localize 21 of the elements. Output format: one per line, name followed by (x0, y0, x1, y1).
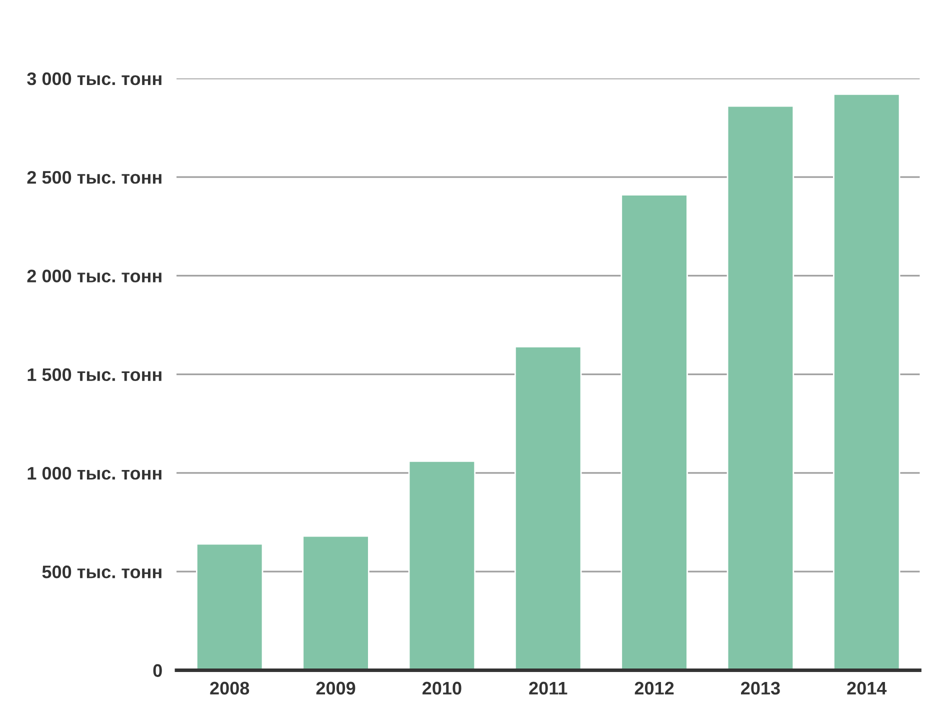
x-tick-label: 2013 (741, 682, 780, 695)
y-tick-label: 1 500 тыс. тонн (28, 368, 162, 382)
y-tick-label: 2 000 тыс. тонн (27, 270, 162, 282)
y-tick-label: 2 500 тыс. тонн (27, 170, 162, 184)
y-tick-label: 500 тыс. тонн (42, 566, 162, 578)
x-tick-label: 2009 (316, 682, 356, 695)
y-tick-label: 3 000 тыс. тонн (27, 72, 162, 86)
bar (408, 460, 476, 670)
bar (196, 543, 264, 670)
x-tick-label: 2011 (529, 682, 568, 695)
bar (514, 346, 582, 670)
x-tick-label: 2010 (422, 682, 462, 695)
bar (726, 105, 794, 670)
x-tick-label: 2012 (634, 682, 674, 695)
bar (833, 94, 900, 670)
bar (302, 535, 370, 670)
x-tick-label: 2014 (847, 682, 887, 695)
y-tick-label: 1 000 тыс. тонн (28, 466, 162, 480)
x-tick-label: 2008 (210, 682, 250, 695)
y-tick-label: 0 (153, 664, 162, 677)
bar (620, 194, 688, 670)
